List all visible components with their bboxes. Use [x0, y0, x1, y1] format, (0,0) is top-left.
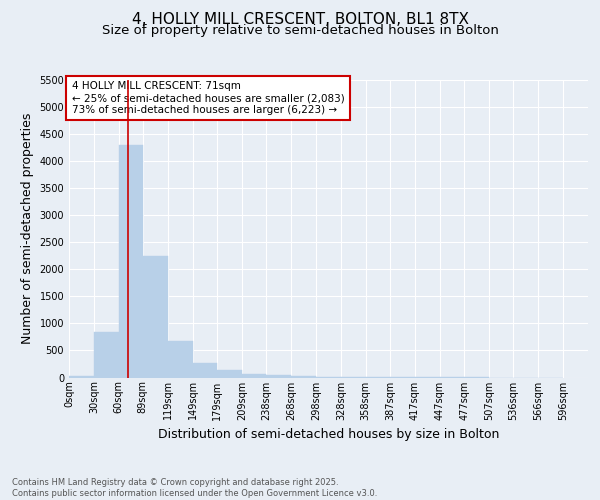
Bar [242, 374, 266, 378]
Bar [193, 364, 217, 378]
Bar [266, 375, 291, 378]
Text: 4 HOLLY MILL CRESCENT: 71sqm
← 25% of semi-detached houses are smaller (2,083)
7: 4 HOLLY MILL CRESCENT: 71sqm ← 25% of se… [71, 82, 344, 114]
Y-axis label: Number of semi-detached properties: Number of semi-detached properties [21, 113, 34, 344]
Bar [316, 377, 341, 378]
Bar [69, 376, 94, 378]
Text: Size of property relative to semi-detached houses in Bolton: Size of property relative to semi-detach… [101, 24, 499, 37]
Text: 4, HOLLY MILL CRESCENT, BOLTON, BL1 8TX: 4, HOLLY MILL CRESCENT, BOLTON, BL1 8TX [131, 12, 469, 28]
Bar [291, 376, 316, 378]
Bar [143, 256, 167, 378]
Bar [119, 145, 143, 378]
Bar [94, 332, 119, 378]
Bar [167, 342, 193, 378]
Bar [217, 370, 242, 378]
Text: Contains HM Land Registry data © Crown copyright and database right 2025.
Contai: Contains HM Land Registry data © Crown c… [12, 478, 377, 498]
X-axis label: Distribution of semi-detached houses by size in Bolton: Distribution of semi-detached houses by … [158, 428, 499, 441]
